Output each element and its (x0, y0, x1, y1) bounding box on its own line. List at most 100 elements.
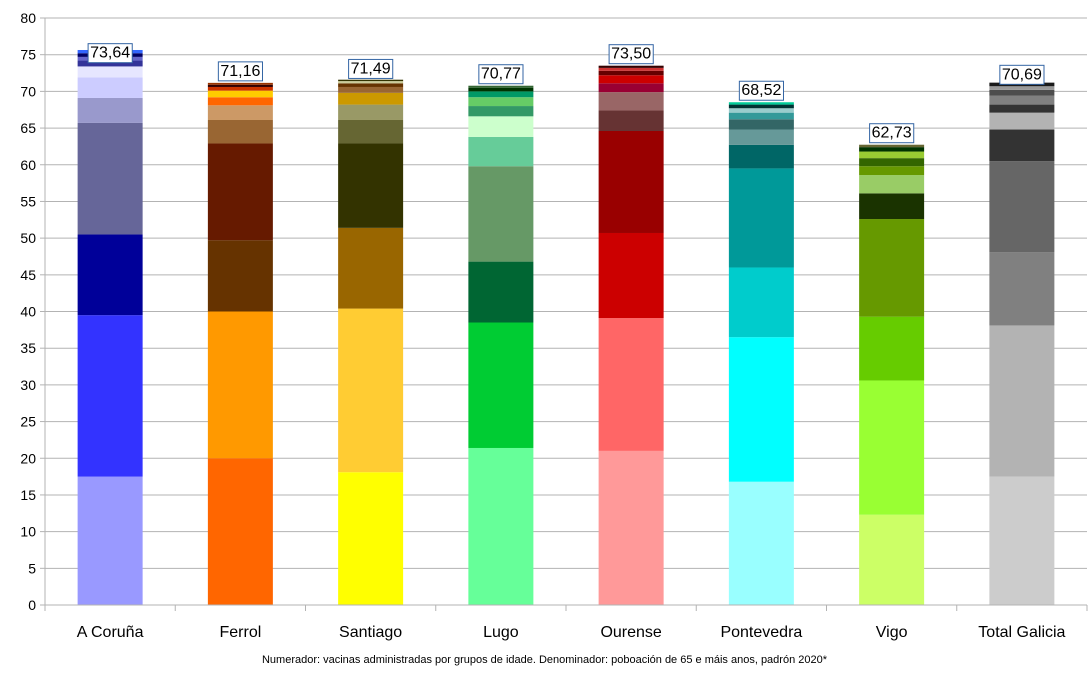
bar-segment (468, 97, 534, 107)
y-tick-label: 50 (20, 230, 36, 246)
bar-segment (338, 472, 404, 605)
bar-segment (77, 234, 143, 316)
bar-segment (859, 514, 925, 605)
bar-segment (728, 337, 794, 482)
y-tick-label: 0 (28, 597, 36, 613)
bar-segment (728, 102, 794, 105)
y-tick-label: 25 (20, 414, 36, 430)
y-tick-label: 5 (28, 560, 36, 576)
bar-segment (338, 81, 404, 84)
bar-segment (77, 476, 143, 605)
y-tick-label: 55 (20, 193, 36, 209)
y-tick-label: 70 (20, 83, 36, 99)
bar-segment (77, 97, 143, 123)
total-label: 73,50 (611, 46, 651, 63)
bar-segment (598, 232, 664, 319)
footnote: Numerador: vacinas administradas por gru… (261, 654, 828, 666)
category-label: Pontevedra (720, 624, 802, 641)
bar-segment (989, 112, 1055, 130)
bar-segment (77, 60, 143, 67)
bar-segment (338, 86, 404, 93)
total-label-box (608, 44, 654, 65)
bar-segment (338, 227, 404, 309)
bar-segment (989, 89, 1055, 96)
total-label-box (999, 64, 1045, 85)
bar-segment (989, 95, 1055, 105)
total-label-box (87, 43, 133, 64)
bar-segment (468, 447, 534, 605)
y-axis-ticks: 0 5 10 15 20 25 30 35 40 45 50 55 60 65 70 75 80 (20, 10, 45, 613)
total-label: 71,49 (351, 60, 391, 77)
bar-segment (468, 106, 534, 117)
bar-segment (728, 144, 794, 169)
bar-segment (859, 151, 925, 159)
total-label-box (217, 61, 263, 82)
bar-segment (728, 267, 794, 338)
bar-segment (859, 158, 925, 167)
bar-segment (598, 65, 664, 68)
bar-segment (468, 87, 534, 92)
bar-segment (207, 84, 273, 87)
y-tick-label: 60 (20, 157, 36, 173)
bar-segment (989, 86, 1055, 90)
bar-segment (728, 104, 794, 109)
y-tick-label: 30 (20, 377, 36, 393)
bar-segment (338, 308, 404, 473)
y-tick-label: 65 (20, 120, 36, 136)
category-label: Santiago (339, 624, 402, 641)
bar-segment (859, 316, 925, 381)
total-label: 70,77 (481, 66, 521, 83)
y-tick-label: 15 (20, 487, 36, 503)
bars (77, 49, 1055, 605)
bar-segment (598, 110, 664, 131)
y-tick-label: 10 (20, 524, 36, 540)
bar-segment (989, 129, 1055, 162)
bar-segment (207, 82, 273, 85)
total-label: 71,16 (220, 63, 260, 80)
total-label: 73,64 (90, 45, 130, 62)
bar-segment (989, 252, 1055, 326)
category-label: Total Galicia (978, 624, 1065, 641)
bar-segment (598, 75, 664, 84)
category-label: Vigo (876, 624, 908, 641)
total-label-box (869, 123, 915, 144)
bar-segment (77, 315, 143, 477)
bar-segment (598, 70, 664, 76)
bar-segment (859, 166, 925, 176)
category-label: Ferrol (219, 624, 261, 641)
bar-segment (468, 322, 534, 448)
gridlines (45, 17, 1087, 606)
bar-segment (338, 104, 404, 120)
bar-segment (468, 116, 534, 137)
bar-segment (728, 129, 794, 145)
bar-segment (598, 318, 664, 451)
bar-segment (598, 83, 664, 93)
bar-segment (598, 67, 664, 71)
bar-segment (207, 90, 273, 98)
bar-segment (207, 143, 273, 241)
bar-segment (77, 122, 143, 235)
bar-segment (989, 104, 1055, 113)
bar-segment (859, 193, 925, 220)
x-axis (44, 18, 1088, 611)
bar-segment (207, 105, 273, 120)
bar-segment (859, 144, 925, 148)
bar-segment (598, 450, 664, 605)
bar-segment (338, 83, 404, 87)
bar-segment (989, 161, 1055, 253)
bar-segment (598, 92, 664, 111)
category-labels: A Coruña Ferrol Santiago Lugo Ourense Ponteve… (77, 624, 1066, 641)
category-label: Lugo (483, 624, 519, 641)
bar-segment (989, 325, 1055, 477)
bar-segment (728, 481, 794, 605)
bar-segment (77, 77, 143, 98)
total-label: 70,69 (1002, 66, 1042, 83)
bar-segment (728, 108, 794, 113)
bar-segment (468, 166, 534, 262)
bar-segment (338, 143, 404, 228)
bar-segment (728, 112, 794, 120)
bar-segment (207, 240, 273, 312)
bar-segment (468, 91, 534, 98)
bar-segment (338, 92, 404, 105)
bar-segment (859, 219, 925, 317)
